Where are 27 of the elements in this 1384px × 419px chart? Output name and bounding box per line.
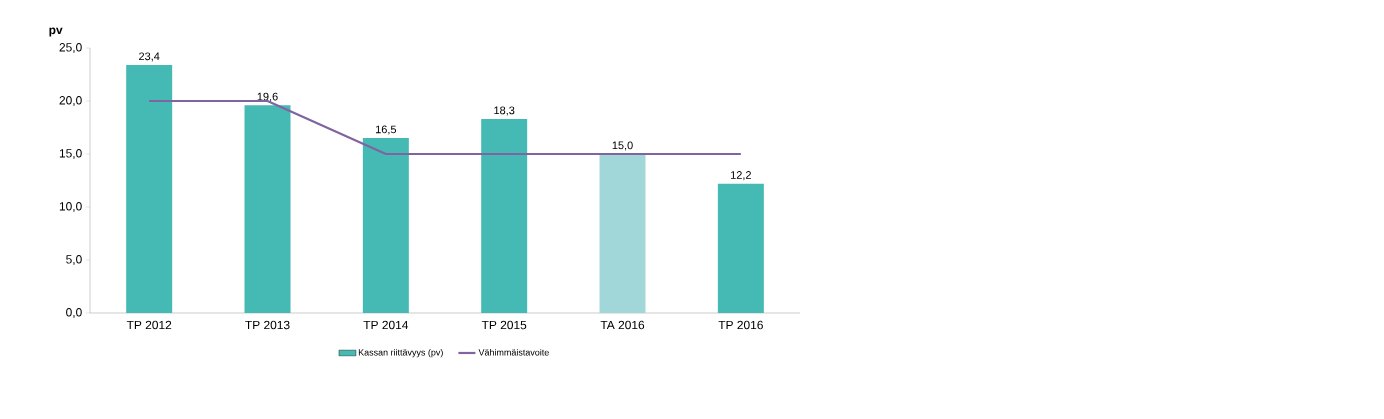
x-tick-label: TP 2012	[126, 320, 172, 330]
data-label: 19,6	[257, 92, 278, 102]
bar	[244, 105, 291, 313]
bar	[126, 64, 173, 313]
data-label: 15,0	[612, 141, 633, 151]
y-tick-label: 10,0	[59, 202, 82, 212]
bar	[362, 138, 409, 313]
y-tick-label: 20,0	[59, 96, 82, 106]
data-label: 12,2	[731, 171, 751, 181]
x-tick-label: TP 2016	[718, 320, 763, 330]
x-tick-label: TP 2015	[481, 320, 527, 330]
y-axis-title: pv	[49, 27, 63, 37]
y-tick-label: 0,0	[66, 308, 82, 318]
legend-label: Kassan riittävyys (pv)	[358, 348, 443, 358]
y-tick-label: 5,0	[66, 255, 82, 265]
bar	[599, 154, 646, 313]
y-tick-label: 25,0	[59, 43, 82, 53]
x-tick-label: TA 2016	[600, 320, 645, 330]
data-label: 18,3	[494, 106, 515, 116]
x-tick-label: TP 2013	[245, 320, 290, 330]
bar	[717, 183, 764, 313]
bar	[481, 119, 528, 313]
data-label: 23,4	[139, 52, 160, 62]
x-tick-label: TP 2014	[363, 320, 409, 330]
legend-label: Vähimmäistavoite	[478, 348, 549, 356]
data-label: 16,5	[376, 125, 397, 135]
y-tick-label: 15,0	[59, 149, 82, 159]
